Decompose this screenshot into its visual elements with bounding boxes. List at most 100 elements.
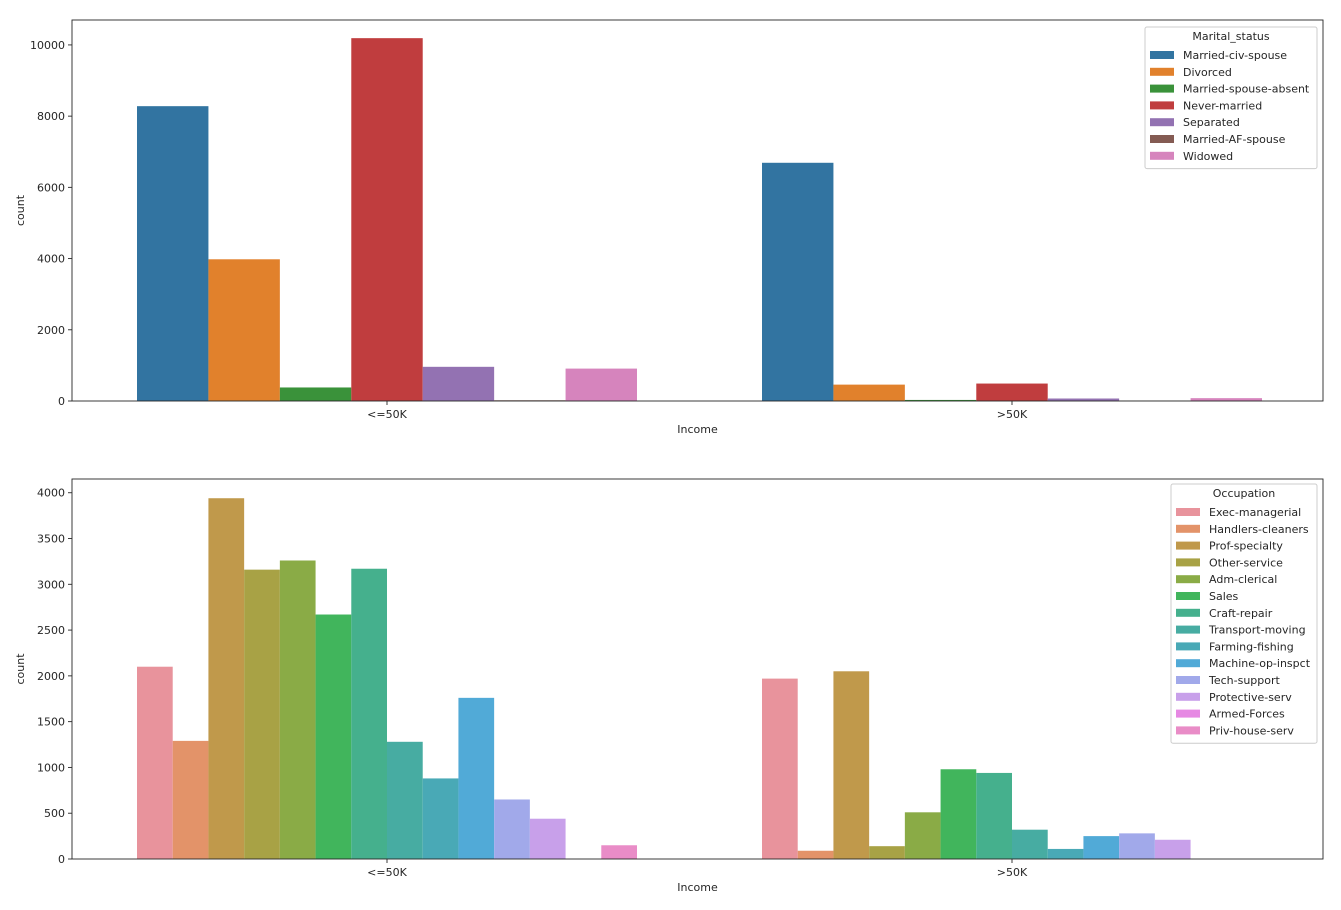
- bar-divorced-50k: [208, 259, 280, 401]
- legend-label-prof-specialty: Prof-specialty: [1209, 540, 1283, 553]
- legend-swatch-divorced: [1150, 67, 1174, 76]
- bar-handlers-cleaners-50k: [797, 850, 834, 859]
- legend-swatch-handlers-cleaners: [1176, 524, 1200, 533]
- y-tick-label: 0: [58, 853, 65, 866]
- y-tick-label: 2500: [37, 624, 65, 637]
- y-tick-label: 3500: [37, 533, 65, 546]
- bar-separated-50k: [422, 366, 495, 401]
- legend-swatch-adm-clerical: [1176, 575, 1200, 584]
- bar-married-civ-spouse-50k: [137, 106, 209, 401]
- bar-adm-clerical-50k: [904, 812, 941, 859]
- legend: Marital_status Married-civ-spouse Divorced…: [1144, 26, 1318, 170]
- bar-craft-repair-50k: [351, 568, 387, 859]
- bars: [137, 498, 1191, 859]
- bar-transport-moving-50k: [1012, 829, 1048, 859]
- y-axis: 0 2000 4000 6000 8000 10000: [30, 39, 72, 408]
- bar-farming-fishing-50k: [422, 778, 459, 859]
- legend-label-priv-house-serv: Priv-house-serv: [1209, 724, 1294, 737]
- x-tick-label: >50K: [997, 408, 1028, 421]
- bar-protective-serv-50k: [1154, 839, 1191, 859]
- legend-label-armed-forces: Armed-Forces: [1209, 708, 1285, 721]
- bars: [137, 38, 1262, 401]
- legend-swatch-tech-support: [1176, 676, 1200, 684]
- legend-swatch-transport-moving: [1176, 625, 1200, 634]
- bar-never-married-50k: [976, 383, 1048, 401]
- legend-swatch-widowed: [1150, 151, 1174, 160]
- y-tick-label: 0: [58, 395, 65, 408]
- y-axis: 0 500 1000 1500 2000 2500 3000 3500 4000: [37, 487, 72, 866]
- legend-label-handlers-cleaners: Handlers-cleaners: [1209, 523, 1309, 536]
- y-tick-label: 1000: [37, 761, 65, 774]
- legend-label-married-civ-spouse: Married-civ-spouse: [1183, 49, 1287, 62]
- bar-handlers-cleaners-50k: [172, 740, 209, 859]
- bar-priv-house-serv-50k: [601, 845, 637, 859]
- bar-widowed-50k: [565, 368, 637, 401]
- y-axis-label: count: [14, 653, 27, 685]
- legend-swatch-machine-op-inspct: [1176, 659, 1200, 668]
- x-axis-label: Income: [677, 423, 718, 436]
- y-tick-label: 10000: [30, 39, 65, 52]
- y-axis-label: count: [14, 194, 27, 226]
- bar-widowed-50k: [1190, 398, 1262, 401]
- y-tick-label: 1500: [37, 716, 65, 729]
- bar-farming-fishing-50k: [1047, 848, 1084, 859]
- chart-1: 0 2000 4000 6000 8000 10000 <=50K >50K Income cou…: [14, 19, 1324, 436]
- bar-sales-50k: [315, 614, 352, 859]
- legend-label-craft-repair: Craft-repair: [1209, 607, 1273, 620]
- legend-swatch-other-service: [1176, 558, 1200, 567]
- legend-label-divorced: Divorced: [1183, 66, 1232, 79]
- x-axis: <=50K >50K: [367, 401, 1028, 421]
- bar-exec-managerial-50k: [762, 678, 798, 859]
- legend-box: [1144, 26, 1318, 170]
- legend-label-separated: Separated: [1183, 116, 1240, 129]
- legend-swatch-farming-fishing: [1176, 642, 1200, 651]
- legend-swatch-never-married: [1150, 101, 1174, 110]
- legend-label-married-af-spouse: Married-AF-spouse: [1183, 133, 1286, 146]
- y-tick-label: 2000: [37, 670, 65, 683]
- bar-adm-clerical-50k: [279, 560, 316, 859]
- legend-label-farming-fishing: Farming-fishing: [1209, 640, 1294, 653]
- x-tick-label: <=50K: [367, 408, 407, 421]
- legend-swatch-separated: [1150, 118, 1174, 127]
- legend-swatch-craft-repair: [1176, 608, 1200, 617]
- legend-box: [1170, 483, 1318, 744]
- legend-label-exec-managerial: Exec-managerial: [1209, 506, 1301, 519]
- bar-tech-support-50k: [1119, 833, 1155, 859]
- legend-title: Marital_status: [1192, 30, 1269, 43]
- legend-label-protective-serv: Protective-serv: [1209, 691, 1292, 704]
- x-tick-label: >50K: [997, 866, 1028, 879]
- y-tick-label: 500: [44, 807, 65, 820]
- legend-swatch-married-spouse-absent: [1150, 84, 1174, 93]
- chart-2: 0 500 1000 1500 2000 2500 3000 3500 4000 <=50K >50…: [14, 478, 1324, 894]
- bar-craft-repair-50k: [976, 772, 1012, 859]
- bar-tech-support-50k: [494, 799, 530, 859]
- bar-machine-op-inspct-50k: [458, 697, 495, 859]
- bar-separated-50k: [1047, 398, 1120, 401]
- legend-swatch-exec-managerial: [1176, 508, 1200, 516]
- bar-protective-serv-50k: [529, 818, 566, 859]
- legend-label-other-service: Other-service: [1209, 556, 1283, 569]
- y-tick-label: 2000: [37, 324, 65, 337]
- y-tick-label: 3000: [37, 578, 65, 591]
- y-tick-label: 8000: [37, 110, 65, 123]
- legend-label-transport-moving: Transport-moving: [1208, 624, 1306, 637]
- bar-machine-op-inspct-50k: [1083, 836, 1120, 859]
- bar-other-service-50k: [244, 569, 280, 859]
- legend-label-sales: Sales: [1209, 590, 1239, 603]
- y-tick-label: 4000: [37, 253, 65, 266]
- y-tick-label: 4000: [37, 487, 65, 500]
- legend-swatch-protective-serv: [1176, 692, 1200, 701]
- plot-frame: [71, 478, 1324, 860]
- legend: Occupation Exec-managerial Handlers-cleane…: [1170, 483, 1318, 744]
- legend-swatch-married-af-spouse: [1150, 135, 1174, 143]
- legend-swatch-sales: [1176, 592, 1200, 600]
- bar-transport-moving-50k: [387, 741, 423, 859]
- bar-never-married-50k: [351, 38, 423, 401]
- y-tick-label: 6000: [37, 181, 65, 194]
- legend-label-never-married: Never-married: [1183, 99, 1262, 112]
- bar-divorced-50k: [833, 384, 905, 401]
- x-tick-label: <=50K: [367, 866, 407, 879]
- x-axis: <=50K >50K: [367, 859, 1028, 879]
- legend-label-married-spouse-absent: Married-spouse-absent: [1183, 83, 1310, 96]
